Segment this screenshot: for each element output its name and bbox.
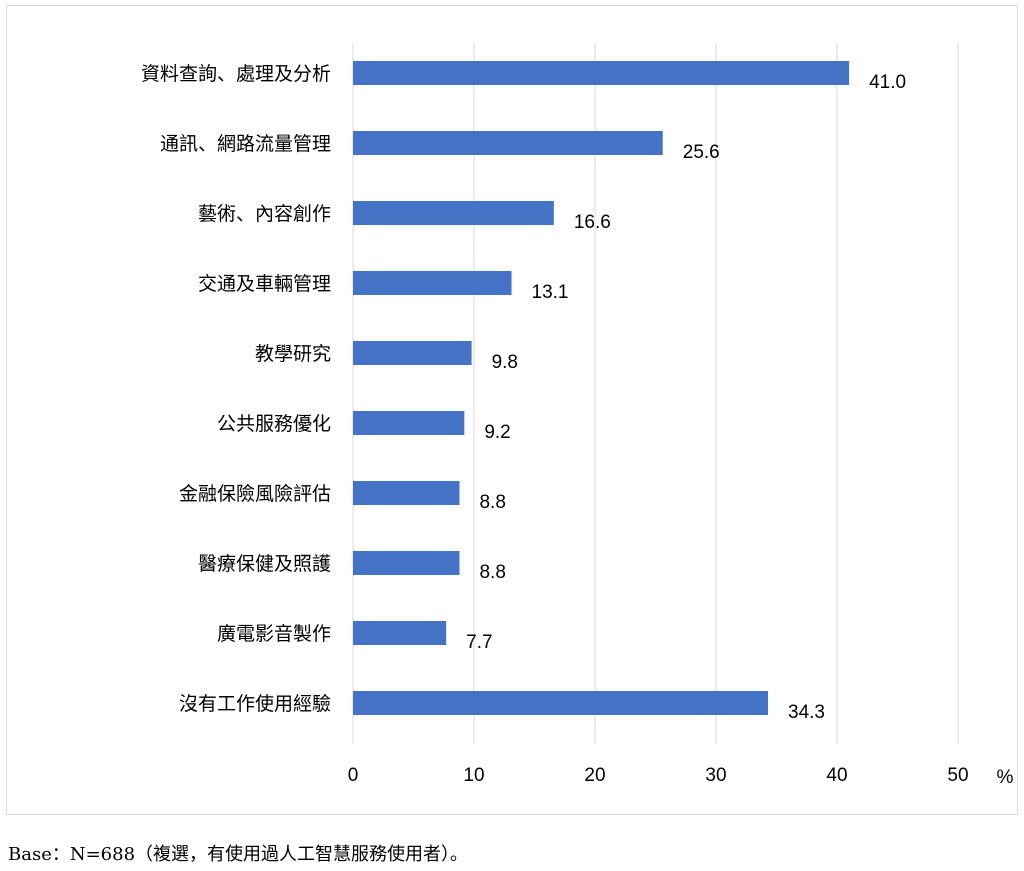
value-label: 9.8 [492,352,518,373]
bar [353,201,554,225]
x-tick-label: 50 [947,765,968,786]
value-label: 7.7 [466,632,492,653]
value-label: 8.8 [479,492,505,513]
value-label: 13.1 [532,282,569,303]
value-label: 34.3 [788,702,825,723]
bar-chart: 資料查詢、處理及分析 41.0 通訊、網路流量管理 25.6 藝術、內容創作 16.6 交通… [141,43,1014,788]
category-label: 藝術、內容創作 [198,203,331,225]
value-label: 16.6 [574,212,611,233]
category-label: 沒有工作使用經驗 [179,693,331,715]
category-label: 金融保險風險評估 [179,483,331,505]
x-tick-label: 20 [584,765,605,786]
x-tick-label: 10 [463,765,484,786]
category-label: 教學研究 [255,343,331,365]
bar [353,271,512,295]
bar [353,691,769,715]
category-label: 通訊、網路流量管理 [160,133,331,155]
value-label: 25.6 [683,142,720,163]
bar [353,341,472,365]
x-tick-label: 30 [705,765,726,786]
category-label: 廣電影音製作 [217,623,331,645]
x-tick-label: 40 [826,765,847,786]
value-label: 41.0 [869,72,906,93]
bar [353,621,447,645]
category-label: 醫療保健及照護 [198,553,331,575]
bar [353,551,460,575]
footnote: Base：N=688（複選，有使用過人工智慧服務使用者）。 [8,844,469,865]
category-label: 公共服務優化 [217,413,331,435]
value-label: 9.2 [484,422,510,443]
bar [353,481,460,505]
value-label: 8.8 [479,562,505,583]
bar [353,131,663,155]
bar [353,411,465,435]
category-label: 交通及車輛管理 [198,273,331,295]
bar [353,61,850,85]
x-tick-label: 0 [348,765,359,786]
chart-frame: 資料查詢、處理及分析 41.0 通訊、網路流量管理 25.6 藝術、內容創作 16.6 交通… [6,5,1018,815]
category-label: 資料查詢、處理及分析 [141,63,331,85]
x-unit-label: % [997,767,1014,788]
